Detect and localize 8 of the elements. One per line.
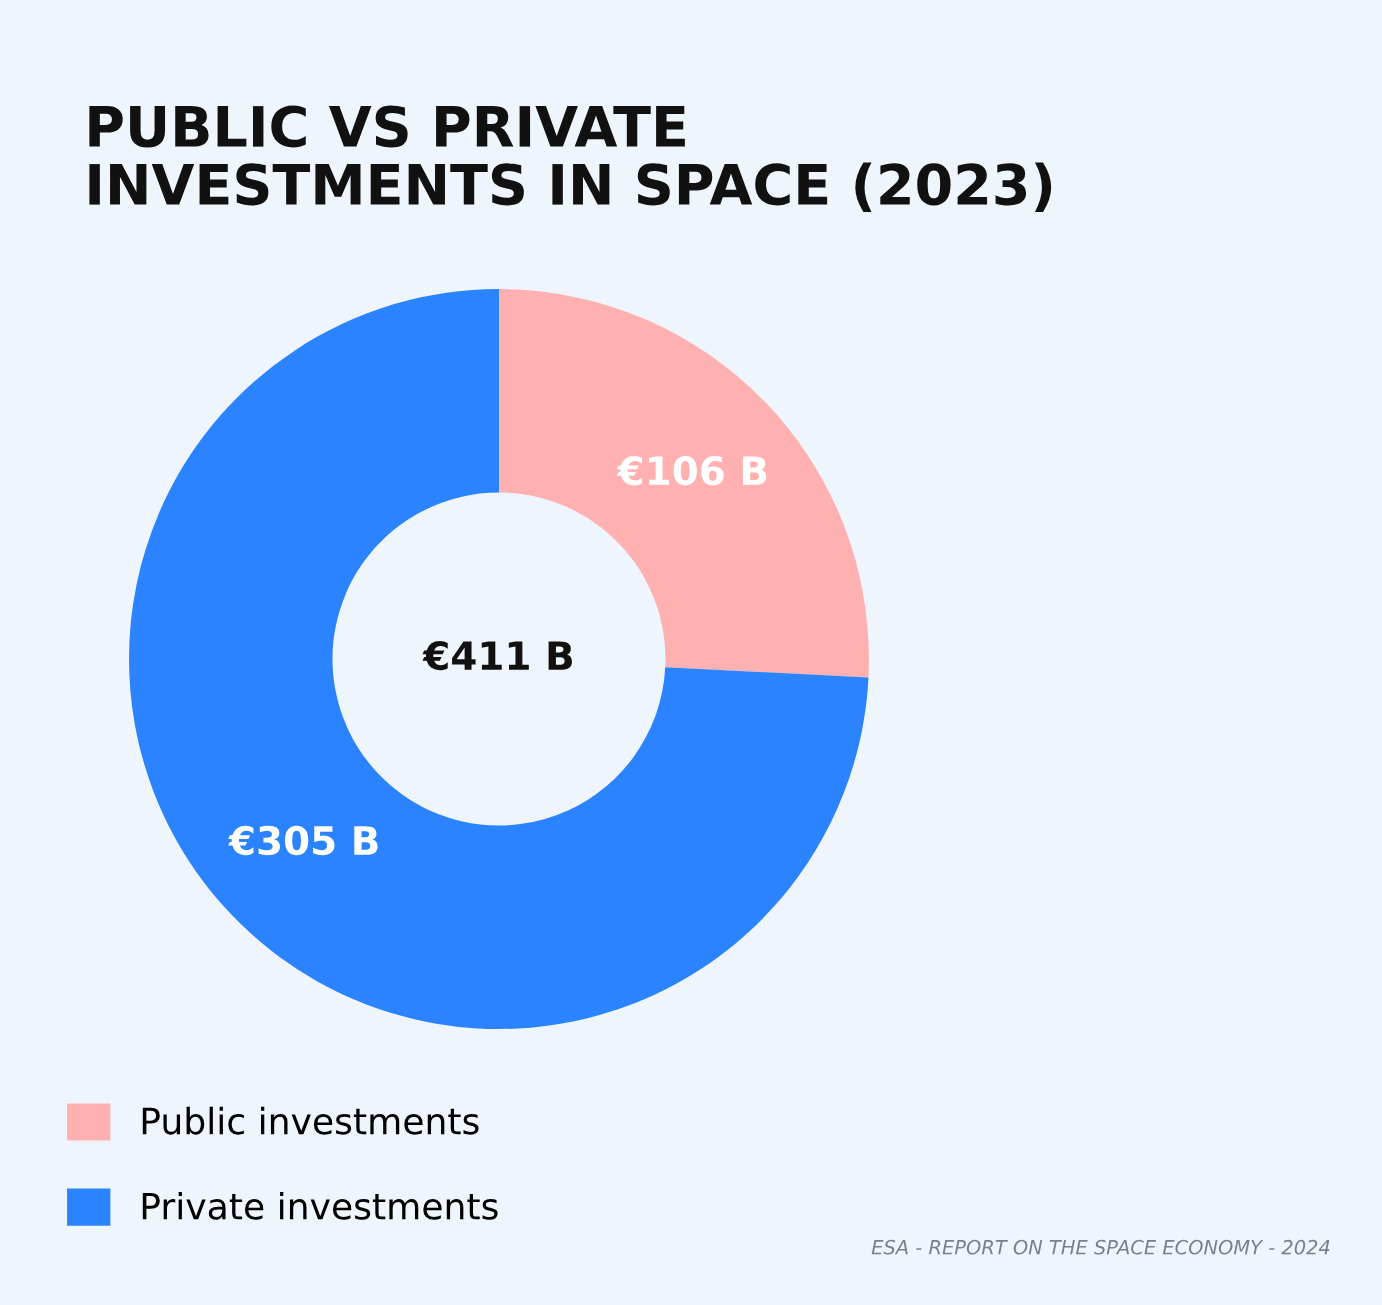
chart-title: PUBLIC VS PRIVATE INVESTMENTS IN SPACE (2023): [89, 105, 1052, 212]
legend-label: Public investments: [142, 1106, 479, 1135]
data-label: €106 B: [616, 456, 767, 486]
data-label: €305 B: [228, 825, 378, 856]
text: ESA - REPORT ON THE SPACE ECONOMY - 2024: [871, 1239, 1330, 1255]
text: €411 B: [422, 640, 572, 671]
donut-slice: [129, 289, 869, 1029]
legend-label: Private investments: [142, 1191, 498, 1220]
